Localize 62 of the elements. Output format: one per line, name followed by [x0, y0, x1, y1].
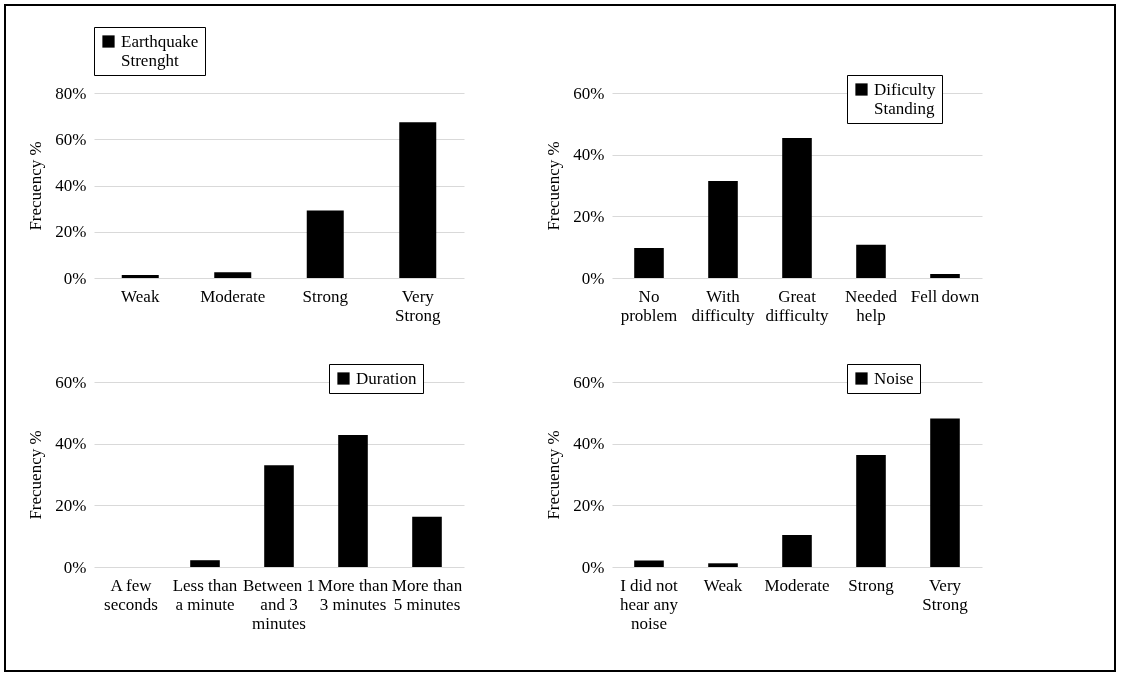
legend-label: Earthquake Strenght	[121, 31, 199, 70]
bar	[634, 560, 664, 567]
y-axis-title: Frecuency %	[26, 141, 46, 231]
y-tick-label: 60%	[573, 83, 605, 103]
y-tick-label: 20%	[573, 495, 605, 515]
y-tick-label: 0%	[581, 268, 605, 288]
y-tick-label: 40%	[573, 145, 605, 165]
x-tick-label: Strong	[302, 286, 349, 306]
bar	[412, 516, 442, 567]
x-tick-label: Very Strong	[922, 575, 969, 614]
y-tick-label: 40%	[55, 434, 87, 454]
y-tick-label: 40%	[573, 434, 605, 454]
bar	[264, 465, 294, 567]
y-axis-title: Frecuency %	[544, 430, 564, 520]
bar	[634, 248, 664, 278]
bar	[930, 418, 960, 567]
bar	[782, 534, 812, 567]
y-tick-label: 20%	[55, 495, 87, 515]
y-tick-label: 0%	[581, 557, 605, 577]
bar	[856, 244, 886, 278]
x-tick-label: I did not hear any noise	[619, 575, 679, 633]
bar	[782, 138, 812, 278]
x-tick-label: With difficulty	[691, 286, 755, 325]
bar	[214, 272, 252, 278]
x-tick-label: Moderate	[200, 286, 266, 306]
bar	[306, 210, 344, 278]
bar	[930, 273, 960, 278]
y-tick-label: 0%	[63, 557, 87, 577]
x-tick-label: Moderate	[764, 575, 830, 595]
bar	[399, 122, 437, 278]
y-tick-label: 0%	[63, 268, 87, 288]
x-tick-label: Fell down	[910, 286, 980, 306]
y-axis-title: Frecuency %	[544, 141, 564, 231]
x-tick-label: A few seconds	[104, 575, 158, 614]
x-tick-label: Less than a minute	[172, 575, 238, 614]
x-tick-label: Great difficulty	[765, 286, 829, 325]
bar	[708, 180, 738, 278]
legend-label: Duration	[356, 368, 417, 388]
y-tick-label: 20%	[573, 206, 605, 226]
y-tick-label: 20%	[55, 222, 87, 242]
bar	[338, 435, 368, 567]
legend-label: Noise	[874, 368, 914, 388]
x-tick-label: More than 3 minutes	[317, 575, 389, 614]
x-tick-label: No problem	[620, 286, 678, 325]
x-tick-label: Weak	[121, 286, 160, 306]
y-axis-title: Frecuency %	[26, 430, 46, 520]
bar	[856, 455, 886, 567]
bar	[121, 274, 159, 278]
y-tick-label: 40%	[55, 176, 87, 195]
y-tick-label: 60%	[573, 372, 605, 392]
y-tick-label: 80%	[55, 83, 87, 103]
bar	[190, 560, 220, 567]
y-tick-label: 60%	[55, 129, 87, 149]
bar	[708, 563, 738, 567]
x-tick-label: Strong	[848, 575, 895, 595]
x-tick-label: Weak	[703, 575, 743, 595]
y-tick-label: 60%	[55, 372, 87, 392]
legend-label: Dificulty Standing	[874, 79, 936, 118]
x-tick-label: More than 5 minutes	[391, 575, 463, 614]
x-tick-label: Needed help	[845, 286, 898, 325]
x-tick-label: Very Strong	[395, 286, 441, 325]
x-tick-label: Between 1 and 3 minutes	[242, 575, 316, 633]
